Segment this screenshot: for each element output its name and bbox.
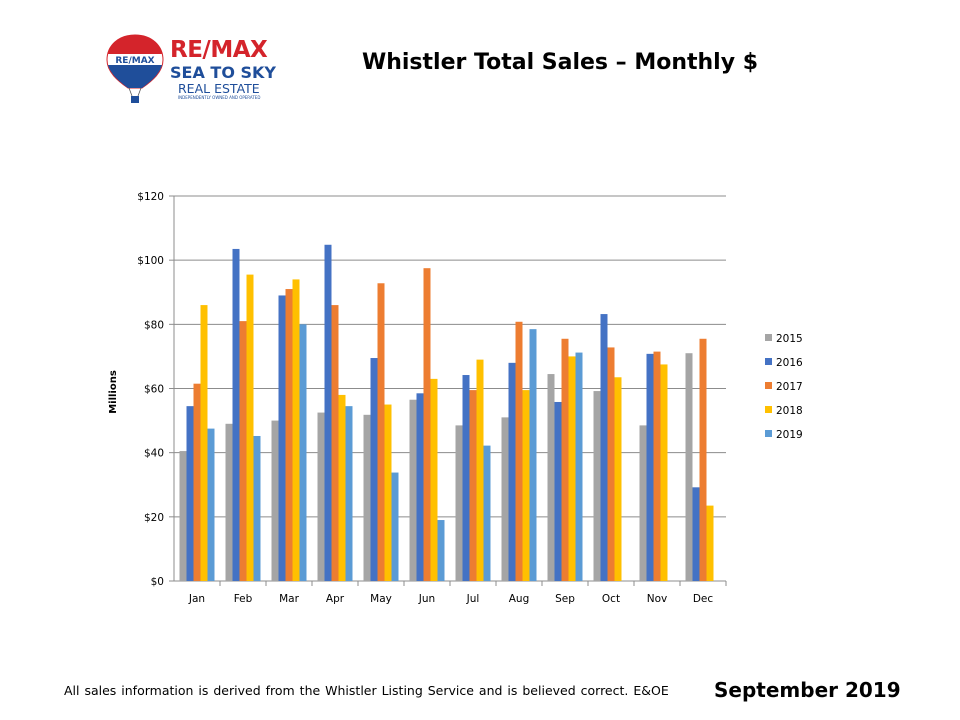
legend-swatch-2019: [765, 430, 772, 437]
bar-2017-jul: [469, 390, 477, 581]
y-tick-label: $20: [144, 512, 164, 524]
x-tick-label: Aug: [509, 593, 530, 605]
logo-tagline-text: INDEPENDENTLY OWNED AND OPERATED: [178, 95, 261, 100]
legend-swatch-2018: [765, 406, 772, 413]
x-tick-label: May: [370, 593, 392, 605]
bar-2019-sep: [575, 352, 583, 581]
y-tick-label: $120: [137, 191, 164, 203]
logo-remax-text: RE/MAX: [170, 37, 268, 63]
logo-real-estate-text: REAL ESTATE: [178, 81, 260, 96]
legend-swatch-2017: [765, 382, 772, 389]
bar-2017-feb: [239, 321, 247, 581]
bar-2017-dec: [699, 338, 707, 581]
footer-date: September 2019: [714, 678, 901, 702]
legend-label-2019: 2019: [776, 429, 803, 441]
bar-2018-sep: [568, 356, 576, 581]
bar-2018-jan: [200, 305, 208, 581]
bar-2016-aug: [508, 362, 516, 581]
bar-2016-apr: [324, 244, 332, 581]
bar-2019-mar: [299, 324, 307, 581]
y-tick-label: $0: [151, 576, 164, 588]
y-tick-label: $80: [144, 319, 164, 331]
bar-2017-mar: [285, 289, 293, 581]
bar-2018-apr: [338, 394, 346, 581]
legend-label-2015: 2015: [776, 333, 803, 345]
bar-2018-oct: [614, 377, 622, 581]
y-tick-label: $40: [144, 448, 164, 460]
bar-2017-aug: [515, 321, 523, 581]
bar-2017-jan: [193, 383, 201, 581]
bar-2015-feb: [225, 423, 233, 581]
bar-2015-nov: [639, 425, 647, 581]
bar-2017-nov: [653, 351, 661, 581]
bar-2017-sep: [561, 338, 569, 581]
logo-sea-to-sky-text: SEA TO SKY: [170, 63, 276, 82]
x-tick-label: Oct: [602, 593, 620, 605]
bar-2018-jul: [476, 359, 484, 581]
x-tick-label: Nov: [647, 593, 668, 605]
y-tick-label: $60: [144, 384, 164, 396]
chart-title: Whistler Total Sales – Monthly $: [361, 50, 759, 75]
legend-swatch-2015: [765, 334, 772, 341]
x-tick-label: Apr: [326, 593, 345, 605]
bar-2016-nov: [646, 353, 654, 581]
bar-2016-may: [370, 358, 378, 581]
bar-2018-nov: [660, 364, 668, 581]
bar-2019-jul: [483, 445, 491, 581]
y-tick-label: $100: [137, 255, 164, 267]
legend-swatch-2016: [765, 358, 772, 365]
bar-2015-aug: [501, 417, 509, 581]
bar-2017-may: [377, 283, 385, 581]
bar-2018-aug: [522, 390, 530, 581]
x-tick-label: Jul: [466, 593, 480, 605]
bar-2018-mar: [292, 279, 300, 581]
bar-2015-apr: [317, 412, 325, 581]
legend-label-2017: 2017: [776, 381, 803, 393]
balloon-label: RE/MAX: [115, 56, 154, 66]
bar-2017-apr: [331, 305, 339, 581]
hot-air-balloon-icon: RE/MAX: [106, 34, 164, 103]
bar-2015-jun: [409, 399, 417, 581]
bar-2016-sep: [554, 401, 562, 581]
bar-2016-mar: [278, 295, 286, 581]
bar-2019-apr: [345, 406, 353, 581]
bar-2017-oct: [607, 347, 615, 581]
y-axis-title: Millions: [108, 370, 119, 414]
bar-2018-feb: [246, 274, 254, 581]
bar-2016-dec: [692, 487, 700, 581]
x-tick-label: Jan: [188, 593, 205, 605]
bar-2019-jun: [437, 520, 445, 581]
footer-disclaimer: All sales information is derived from th…: [64, 683, 669, 698]
bar-2016-oct: [600, 314, 608, 581]
bar-2016-jul: [462, 375, 470, 581]
bar-2018-may: [384, 404, 392, 581]
bar-2015-mar: [271, 420, 279, 581]
x-tick-label: Sep: [555, 593, 575, 605]
x-tick-label: Dec: [693, 593, 714, 605]
bar-2017-jun: [423, 268, 431, 581]
bar-2015-dec: [685, 353, 693, 581]
bar-2019-feb: [253, 435, 261, 581]
x-tick-label: Mar: [279, 593, 299, 605]
bar-2019-may: [391, 472, 399, 581]
x-tick-label: Feb: [234, 593, 253, 605]
bar-2018-jun: [430, 378, 438, 581]
legend-label-2018: 2018: [776, 405, 803, 417]
bar-2016-jun: [416, 393, 424, 581]
bar-2016-jan: [186, 406, 194, 581]
bar-2016-feb: [232, 248, 240, 581]
bar-2015-may: [363, 414, 371, 581]
remax-logo: RE/MAX RE/MAX SEA TO SKY REAL ESTATE IND…: [104, 32, 284, 108]
bar-2018-dec: [706, 505, 714, 581]
legend-label-2016: 2016: [776, 357, 803, 369]
bar-2015-sep: [547, 374, 555, 581]
x-tick-label: Jun: [418, 593, 435, 605]
bar-2019-jan: [207, 428, 215, 581]
bar-2015-jan: [179, 451, 187, 581]
bar-2015-oct: [593, 391, 601, 581]
bar-2019-aug: [529, 329, 537, 581]
bar-2015-jul: [455, 425, 463, 581]
